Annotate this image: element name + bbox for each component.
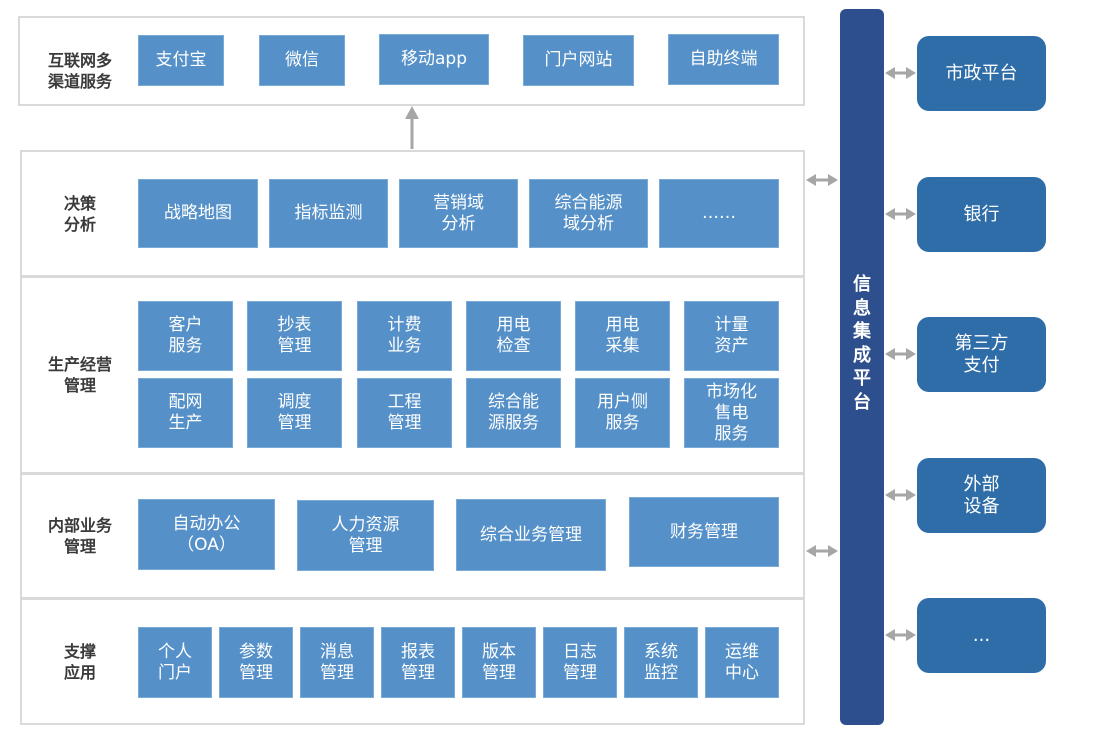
- section-label-decision-analysis: 决策 分析: [63, 193, 96, 234]
- module-box[interactable]: ……: [659, 179, 779, 248]
- module-box[interactable]: 客户 服务: [138, 301, 233, 371]
- module-box[interactable]: 用电 检查: [466, 301, 561, 371]
- module-box[interactable]: 调度 管理: [247, 378, 342, 448]
- module-box[interactable]: 用电 采集: [575, 301, 670, 371]
- integration-platform-label: 信息集成平台: [853, 274, 871, 413]
- arrowhead-left-icon: [806, 174, 816, 186]
- module-box[interactable]: 微信: [259, 35, 345, 86]
- arrowhead-left-icon: [885, 489, 895, 501]
- arrowhead-right-icon: [906, 629, 916, 641]
- module-box[interactable]: 工程 管理: [357, 378, 452, 448]
- module-box[interactable]: 计量 资产: [684, 301, 779, 371]
- arrowhead-left-icon: [885, 348, 895, 360]
- module-box[interactable]: 移动app: [379, 34, 489, 85]
- section-label-internal-business: 内部业务 管理: [47, 516, 112, 556]
- arrowhead-right-icon: [828, 545, 838, 557]
- section-label-production-operation: 生产经营 管理: [47, 355, 112, 395]
- module-box[interactable]: 综合能 源服务: [466, 378, 561, 448]
- arrowhead-left-icon: [885, 629, 895, 641]
- module-box[interactable]: 门户网站: [523, 35, 634, 86]
- module-box[interactable]: 综合业务管理: [456, 499, 606, 571]
- module-box[interactable]: 计费 业务: [357, 301, 452, 371]
- arrowhead-left-icon: [885, 67, 895, 79]
- module-box[interactable]: 抄表 管理: [247, 301, 342, 371]
- arrowhead-left-icon: [885, 208, 895, 220]
- module-box[interactable]: 市场化 售电 服务: [684, 378, 779, 448]
- module-box[interactable]: 配网 生产: [138, 378, 233, 448]
- module-box[interactable]: 报表 管理: [381, 627, 455, 698]
- arrowhead-left-icon: [806, 545, 816, 557]
- external-system-box[interactable]: ...: [917, 598, 1046, 673]
- arrowhead-right-icon: [906, 67, 916, 79]
- module-box[interactable]: 日志 管理: [543, 627, 617, 698]
- external-system-box[interactable]: 外部 设备: [917, 458, 1046, 533]
- module-box[interactable]: 战略地图: [138, 179, 258, 248]
- module-box[interactable]: 综合能源 域分析: [529, 179, 648, 248]
- section-label-internet-channels: 互联网多 渠道服务: [47, 51, 112, 91]
- arrowhead-right-icon: [906, 208, 916, 220]
- module-box[interactable]: 指标监测: [269, 179, 388, 248]
- module-box[interactable]: 支付宝: [138, 35, 224, 86]
- module-box[interactable]: 版本 管理: [462, 627, 536, 698]
- module-box[interactable]: 用户侧 服务: [575, 378, 670, 448]
- module-box[interactable]: 营销域 分析: [399, 179, 518, 248]
- module-box[interactable]: 消息 管理: [300, 627, 374, 698]
- integration-platform-bus: 信息集成平台: [840, 9, 884, 725]
- external-system-box[interactable]: 第三方 支付: [917, 317, 1046, 392]
- arrowhead-up-icon: [405, 106, 419, 119]
- arrowhead-right-icon: [906, 348, 916, 360]
- module-box[interactable]: 运维 中心: [705, 627, 779, 698]
- external-system-box[interactable]: 银行: [917, 177, 1046, 252]
- arrowhead-right-icon: [906, 489, 916, 501]
- module-box[interactable]: 系统 监控: [624, 627, 698, 698]
- module-box[interactable]: 自助终端: [668, 34, 779, 85]
- module-box[interactable]: 参数 管理: [219, 627, 293, 698]
- section-label-support-apps: 支撑 应用: [63, 641, 96, 682]
- module-box[interactable]: 财务管理: [629, 497, 779, 567]
- module-box[interactable]: 个人 门户: [138, 627, 212, 698]
- external-system-box[interactable]: 市政平台: [917, 36, 1046, 111]
- module-box[interactable]: 人力资源 管理: [297, 500, 434, 571]
- arrowhead-right-icon: [828, 174, 838, 186]
- module-box[interactable]: 自动办公 （OA）: [138, 499, 275, 570]
